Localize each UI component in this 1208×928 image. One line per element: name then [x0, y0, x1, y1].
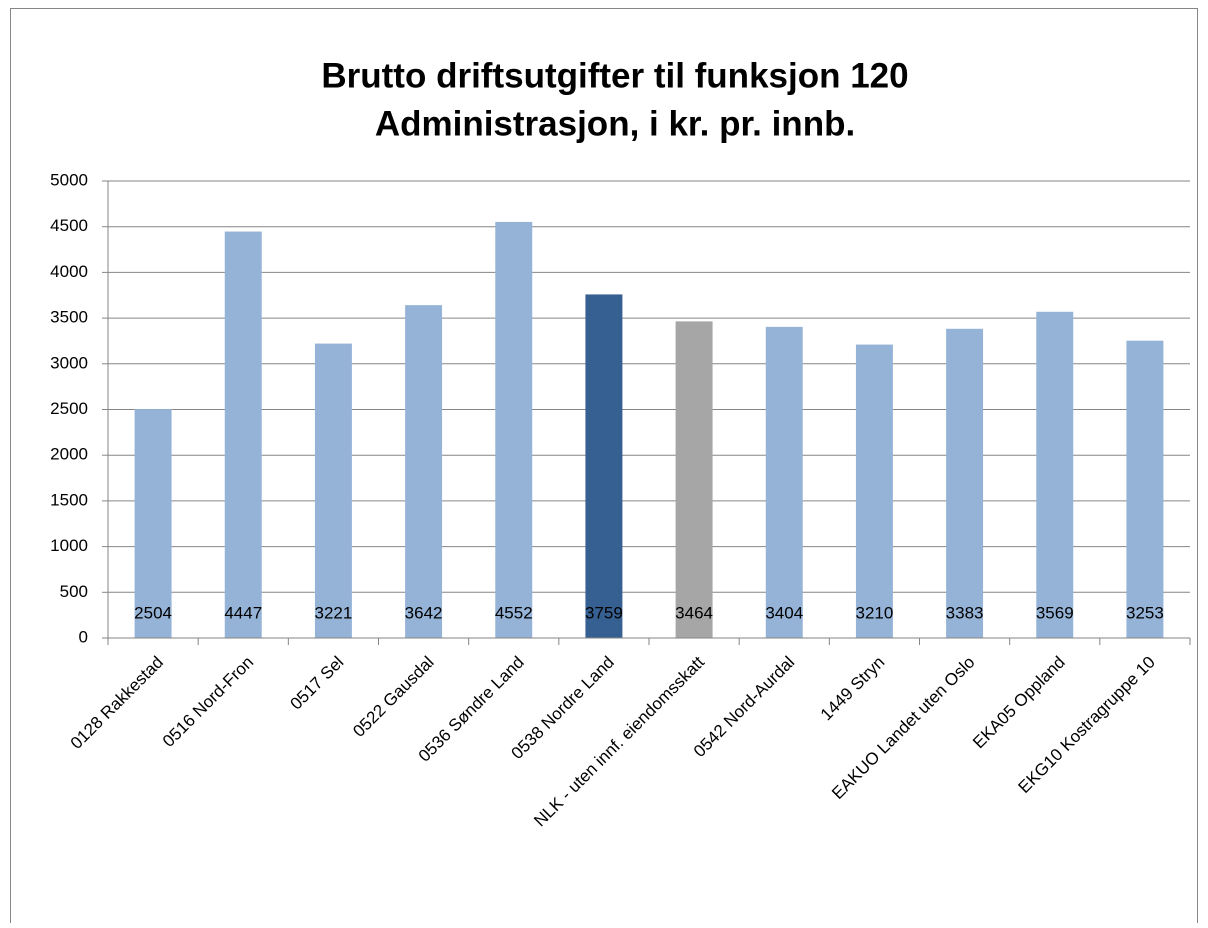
- data-label: 3759: [585, 603, 623, 622]
- data-label: 3221: [315, 603, 353, 622]
- y-tick-label: 0: [79, 627, 88, 646]
- bar: [585, 294, 623, 638]
- y-tick-label: 3500: [50, 308, 88, 327]
- data-label: 3404: [765, 603, 803, 622]
- bar: [134, 409, 172, 638]
- bar: [1126, 340, 1164, 638]
- data-label: 3464: [675, 603, 713, 622]
- y-tick-label: 2000: [50, 445, 88, 464]
- chart-title: Brutto driftsutgifter til funksjon 120: [321, 56, 908, 95]
- data-label: 3253: [1126, 603, 1164, 622]
- data-label: 2504: [134, 603, 172, 622]
- y-tick-label: 4000: [50, 262, 88, 281]
- data-label: 3569: [1036, 603, 1074, 622]
- bar: [1036, 311, 1074, 638]
- bar: [224, 231, 262, 639]
- bar: [675, 321, 713, 638]
- bar: [314, 343, 352, 638]
- bar: [765, 326, 803, 638]
- bar: [946, 328, 984, 638]
- y-tick-label: 5000: [50, 170, 88, 189]
- bar: [855, 344, 893, 638]
- data-label: 3642: [405, 603, 443, 622]
- y-tick-label: 1500: [50, 490, 88, 509]
- chart-title: Administrasjon, i kr. pr. innb.: [375, 104, 855, 143]
- data-label: 3210: [856, 603, 894, 622]
- y-tick-label: 2500: [50, 399, 88, 418]
- bar: [405, 305, 443, 638]
- data-label: 4552: [495, 603, 533, 622]
- data-label: 4447: [224, 603, 262, 622]
- bar: [495, 221, 533, 638]
- data-label: 3383: [946, 603, 984, 622]
- y-tick-label: 3000: [50, 353, 88, 372]
- y-tick-label: 1000: [50, 536, 88, 555]
- y-tick-label: 500: [60, 582, 88, 601]
- y-tick-label: 4500: [50, 216, 88, 235]
